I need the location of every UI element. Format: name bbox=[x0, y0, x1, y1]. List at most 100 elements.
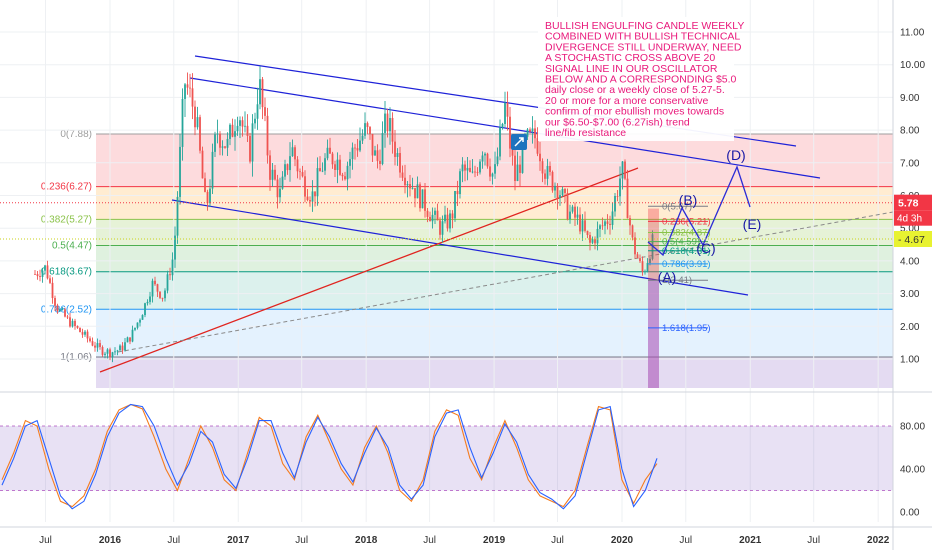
candle-body bbox=[216, 133, 219, 135]
candle-body bbox=[259, 79, 261, 105]
candle-body bbox=[201, 150, 204, 179]
channel-mid-line bbox=[189, 77, 821, 179]
candle-body bbox=[401, 172, 404, 178]
candle-body bbox=[539, 153, 541, 162]
candle-body bbox=[106, 349, 109, 354]
small-fib-label: 0.5(4.59) bbox=[662, 237, 700, 248]
trendlines bbox=[99, 55, 894, 373]
candle-body bbox=[229, 124, 231, 139]
candle-body bbox=[504, 102, 506, 124]
y-tick-label: 9.00 bbox=[900, 93, 920, 104]
candle-body bbox=[419, 184, 421, 209]
x-tick-label: Jul bbox=[551, 535, 564, 546]
candle-body bbox=[311, 191, 314, 202]
candle-body bbox=[361, 135, 364, 141]
candle-body bbox=[514, 155, 516, 181]
fib-label: 0.5(4.47) bbox=[52, 241, 92, 252]
annotation-line: COMBINED WITH BULLISH TECHNICAL bbox=[545, 31, 740, 43]
candle-body bbox=[594, 239, 596, 244]
candle-body bbox=[86, 331, 89, 339]
candle-body bbox=[349, 159, 351, 166]
candle-body bbox=[339, 159, 341, 175]
candle-body bbox=[294, 147, 296, 160]
candle-body bbox=[291, 147, 294, 157]
candle-body bbox=[369, 127, 371, 134]
oscillator-line bbox=[1, 403, 658, 510]
candle-body bbox=[394, 141, 396, 157]
y-tick-label: 2.00 bbox=[900, 322, 920, 333]
candle-body bbox=[491, 173, 494, 177]
candle-body bbox=[244, 125, 246, 127]
candle-body bbox=[544, 173, 546, 179]
candle-body bbox=[181, 98, 184, 147]
candle-body bbox=[591, 239, 594, 243]
candle-body bbox=[599, 225, 601, 229]
candle-body bbox=[519, 164, 521, 173]
candle-body bbox=[511, 148, 514, 156]
candle-body bbox=[621, 161, 624, 179]
fib-projection-column bbox=[648, 280, 659, 388]
candle-body bbox=[354, 147, 356, 149]
candle-body bbox=[576, 214, 579, 218]
candle-body bbox=[189, 87, 191, 89]
candle-body bbox=[156, 284, 159, 292]
wave-label: (B) bbox=[679, 192, 698, 208]
candle-body bbox=[541, 161, 544, 174]
candle-body bbox=[199, 117, 201, 151]
candle-body bbox=[46, 265, 49, 279]
candle-body bbox=[554, 185, 556, 191]
candle-body bbox=[184, 84, 186, 99]
candle-body bbox=[94, 345, 96, 348]
candle-body bbox=[546, 165, 549, 179]
candle-body bbox=[486, 153, 489, 167]
candle-body bbox=[236, 125, 239, 132]
fib-label: 0(7.88) bbox=[60, 129, 92, 140]
candle-body bbox=[466, 167, 469, 171]
candle-body bbox=[434, 210, 436, 215]
candle-body bbox=[416, 184, 419, 199]
candle-body bbox=[329, 147, 331, 154]
candle-body bbox=[479, 161, 481, 173]
candle-body bbox=[426, 210, 429, 217]
annotation-line: DIVERGENCE STILL UNDERWAY, NEED bbox=[545, 41, 742, 53]
candle-body bbox=[344, 176, 346, 180]
candle-body bbox=[506, 102, 509, 117]
candle-body bbox=[114, 351, 116, 353]
candle-body bbox=[429, 216, 431, 222]
candle-body bbox=[336, 159, 339, 171]
candle-body bbox=[469, 167, 471, 172]
candle-body bbox=[411, 188, 414, 189]
candle-body bbox=[146, 301, 149, 304]
small-fibonacci: 0(5.67)0.236(5.21)0.382(4.87)0.5(4.59)0.… bbox=[648, 201, 711, 388]
candle-body bbox=[204, 178, 206, 192]
y-tick-label: 80.00 bbox=[900, 422, 925, 433]
candle-body bbox=[101, 347, 104, 355]
candle-body bbox=[79, 327, 81, 333]
candle-body bbox=[551, 171, 554, 191]
annotation-line: 20 or more for a more conservative bbox=[545, 95, 709, 107]
candle-body bbox=[574, 206, 576, 218]
candle-body bbox=[571, 206, 574, 212]
candle-body bbox=[286, 164, 289, 171]
wave-label: (A) bbox=[658, 269, 677, 285]
candle-body bbox=[441, 221, 444, 235]
annotation-line: BELOW AND A CORRESPONDING $5.0 bbox=[545, 74, 737, 86]
candle-body bbox=[341, 174, 344, 177]
candle-body bbox=[414, 188, 416, 199]
candle-body bbox=[649, 258, 651, 264]
candle-body bbox=[91, 341, 94, 346]
candle-body bbox=[211, 151, 214, 189]
candle-body bbox=[376, 150, 379, 161]
candle-body bbox=[136, 322, 139, 328]
candle-body bbox=[139, 319, 141, 323]
candle-body bbox=[616, 195, 619, 197]
annotation-box: BULLISH ENGULFING CANDLE WEEKLYCOMBINED … bbox=[511, 17, 744, 150]
fib-label: 0.618(3.67) bbox=[41, 267, 92, 278]
candle-body bbox=[424, 189, 426, 211]
candle-body bbox=[89, 338, 91, 342]
candle-body bbox=[351, 147, 354, 160]
candle-body bbox=[584, 220, 586, 231]
candle-body bbox=[611, 211, 614, 225]
candle-body bbox=[149, 296, 151, 302]
annotation-line: A STOCHASTIC CROSS ABOVE 20 bbox=[545, 52, 715, 64]
